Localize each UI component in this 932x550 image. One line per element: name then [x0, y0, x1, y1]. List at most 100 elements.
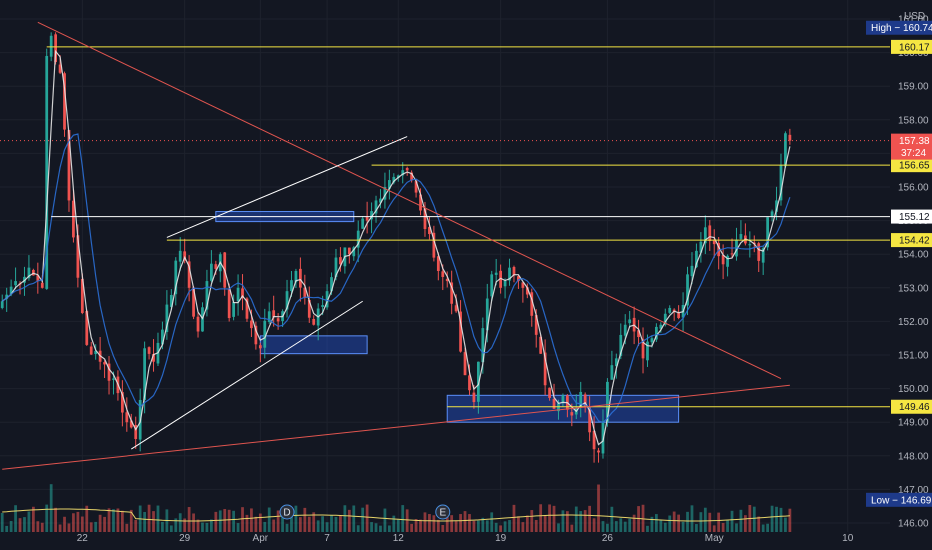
volume-bar	[530, 510, 534, 532]
volume-bar	[161, 521, 164, 532]
candle-body	[445, 278, 449, 282]
volume-bar	[54, 507, 58, 532]
candle-body	[214, 264, 218, 269]
volume-bar	[58, 524, 62, 532]
volume-ma-line	[2, 508, 790, 522]
candle-body	[485, 298, 489, 331]
volume-bar	[663, 522, 667, 532]
candle-body	[730, 253, 734, 255]
candle-body	[245, 298, 249, 319]
volume-bar	[321, 516, 325, 532]
candle-body	[410, 172, 414, 181]
volume-bar	[290, 508, 293, 532]
price-axis[interactable]: USD 161.00160.00159.00158.00157.00156.00…	[898, 11, 929, 530]
candle-body	[294, 271, 298, 283]
volume-bar	[659, 520, 663, 532]
candle-body	[254, 325, 258, 345]
candle-body	[721, 255, 725, 265]
price-tags: 160.17 156.65 155.12 154.42 149.46 157.3837:2…	[866, 20, 932, 507]
candle-body	[174, 260, 178, 295]
volume-bar	[414, 519, 418, 532]
candle-body	[619, 334, 623, 356]
volume-bar	[788, 508, 792, 532]
volume-bar	[606, 523, 609, 532]
candle-body	[396, 175, 400, 178]
price-tick-label: 147.00	[898, 485, 929, 496]
volume-bar	[401, 505, 405, 532]
volume-bar	[601, 521, 605, 532]
candle-body	[374, 200, 378, 214]
candle-body	[668, 307, 672, 313]
volume-bar	[379, 525, 382, 532]
volume-bar	[695, 524, 698, 532]
horizontal-levels[interactable]	[46, 46, 890, 408]
volume-bar	[276, 510, 280, 532]
volume-bar	[463, 511, 467, 532]
volume-bar	[352, 505, 356, 532]
volume-bar	[365, 504, 369, 532]
volume-bar	[570, 524, 574, 532]
candle-body	[263, 320, 267, 348]
volume-bar	[98, 514, 102, 532]
candle-body	[272, 310, 276, 318]
candle-body	[637, 330, 640, 338]
candle-body	[9, 286, 13, 295]
candle-body	[686, 274, 689, 306]
volume-bar	[405, 509, 409, 532]
candle-body	[178, 250, 182, 262]
volume-bar	[494, 522, 498, 532]
volume-bar	[125, 523, 129, 532]
volume-bar	[637, 506, 640, 532]
candle-body	[379, 198, 382, 203]
time-tick-label: 10	[842, 533, 854, 544]
candle-body	[290, 280, 293, 292]
candle-body	[766, 217, 770, 248]
candle-body	[370, 211, 373, 220]
trendline	[131, 300, 363, 450]
volume-bar	[218, 510, 222, 532]
volume-bar	[330, 515, 333, 532]
candle-body	[726, 255, 729, 267]
candle-body	[36, 275, 40, 281]
volume-bars	[0, 484, 792, 532]
candle-body	[49, 35, 53, 57]
volume-bar	[721, 522, 725, 532]
volume-bar	[690, 505, 694, 532]
volume-bar	[784, 517, 787, 532]
time-axis[interactable]: 22 29 Apr 7 12 19 26 May 10	[77, 533, 854, 544]
volume-bar	[672, 511, 676, 532]
volume-bar	[383, 508, 387, 532]
time-tick-label: 22	[77, 533, 89, 544]
volume-bar	[677, 514, 681, 532]
trendline	[166, 136, 408, 238]
candle-body	[512, 266, 516, 276]
candle-body	[387, 180, 391, 189]
trendlines[interactable]	[2, 21, 790, 470]
volume-bar	[307, 516, 311, 532]
candle-body	[423, 208, 427, 230]
price-tick-label: 152.00	[898, 317, 929, 328]
candle-body	[517, 276, 520, 282]
candle-body	[606, 381, 609, 422]
volume-bar	[18, 518, 22, 532]
volume-bar	[539, 504, 543, 532]
candle-body	[463, 352, 467, 376]
ma-fast-line	[1, 49, 791, 446]
zone-box	[259, 335, 368, 355]
volume-bar	[730, 510, 734, 532]
candle-body	[690, 265, 694, 277]
candle-body	[450, 282, 454, 304]
volume-bar	[410, 523, 414, 532]
volume-bar	[356, 525, 360, 532]
volume-bar	[583, 510, 587, 532]
candle-body	[628, 319, 632, 324]
level-price-tag	[891, 399, 932, 414]
candle-body	[561, 395, 565, 403]
volume-bar	[743, 515, 747, 532]
volume-bar	[76, 511, 80, 532]
candle-body	[356, 230, 360, 248]
candle-body	[761, 248, 765, 263]
